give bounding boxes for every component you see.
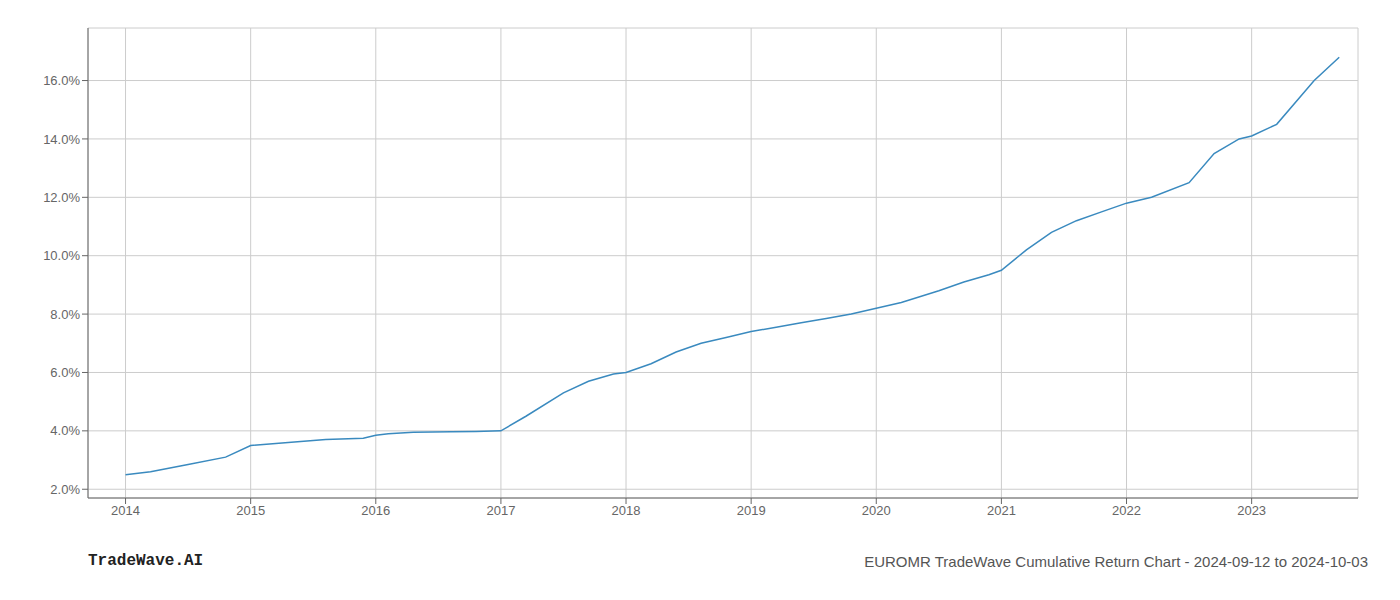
svg-text:2020: 2020 — [862, 503, 891, 518]
svg-text:2022: 2022 — [1112, 503, 1141, 518]
svg-text:2016: 2016 — [361, 503, 390, 518]
svg-text:10.0%: 10.0% — [43, 248, 80, 263]
svg-text:2023: 2023 — [1237, 503, 1266, 518]
svg-text:2.0%: 2.0% — [50, 482, 80, 497]
svg-text:2021: 2021 — [987, 503, 1016, 518]
svg-text:2014: 2014 — [111, 503, 140, 518]
html-text:EUROMR TradeWave Cumulative Re: EUROMR TradeWave Cumulative Return Chart… — [864, 553, 1368, 570]
html-text:TradeWave.AI: TradeWave.AI — [88, 552, 204, 570]
svg-text:8.0%: 8.0% — [50, 307, 80, 322]
svg-text:2017: 2017 — [486, 503, 515, 518]
svg-text:4.0%: 4.0% — [50, 423, 80, 438]
svg-text:6.0%: 6.0% — [50, 365, 80, 380]
svg-text:16.0%: 16.0% — [43, 73, 80, 88]
svg-text:14.0%: 14.0% — [43, 132, 80, 147]
svg-text:12.0%: 12.0% — [43, 190, 80, 205]
svg-text:2015: 2015 — [236, 503, 265, 518]
svg-text:2019: 2019 — [737, 503, 766, 518]
svg-text:2018: 2018 — [612, 503, 641, 518]
